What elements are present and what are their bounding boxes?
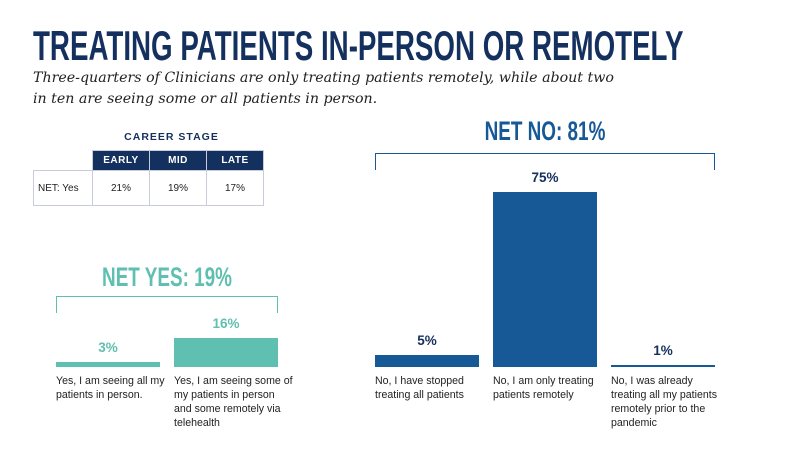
net-yes-bracket xyxy=(56,296,278,313)
net-no-value-label-1: 75% xyxy=(531,170,559,185)
net-no-bar-1 xyxy=(493,192,597,367)
net-yes-bar-0 xyxy=(56,361,160,367)
cell-early: 21% xyxy=(92,170,150,206)
net-no-bar-2 xyxy=(611,364,715,367)
net-no-bar-0 xyxy=(375,355,479,367)
net-yes-title: NET YES: 19% xyxy=(102,262,232,292)
net-yes-bar-1 xyxy=(174,338,278,367)
row-label: NET: Yes xyxy=(33,170,93,206)
column-header-mid: MID xyxy=(149,150,207,171)
net-yes-value-label-1: 16% xyxy=(212,316,240,331)
page-subtitle: Three-quarters of Clinicians are only tr… xyxy=(33,70,614,107)
net-yes-value-label-0: 3% xyxy=(98,339,118,355)
career-stage-caption: CAREER STAGE xyxy=(124,131,219,143)
net-no-value-label-2: 1% xyxy=(653,342,673,358)
net-no-title: NET NO: 81% xyxy=(484,116,606,146)
cell-late: 17% xyxy=(206,170,264,206)
cell-mid: 19% xyxy=(149,170,207,206)
net-no-category-label-1: No, I am only treating patients remotely xyxy=(493,375,594,401)
page-title: TREATING PATIENTS IN-PERSON OR REMOTELY xyxy=(33,22,684,69)
career-stage-table: EARLY MID LATE NET: Yes 21% 19% 17% xyxy=(33,150,264,206)
column-header-early: EARLY xyxy=(92,150,150,171)
net-no-category-label-0: No, I have stopped treating all patients xyxy=(375,375,464,401)
net-yes-category-label-1: Yes, I am seeing some of my patients in … xyxy=(174,375,293,429)
table-corner xyxy=(34,151,93,171)
column-header-late: LATE xyxy=(206,150,264,171)
table-header-row: EARLY MID LATE xyxy=(34,150,264,171)
net-no-bracket xyxy=(375,153,715,170)
net-yes-category-label-0: Yes, I am seeing all my patients in pers… xyxy=(56,375,165,401)
table-row: NET: Yes 21% 19% 17% xyxy=(33,170,264,206)
net-no-value-label-0: 5% xyxy=(417,333,437,349)
net-no-category-label-2: No, I was already treating all my patien… xyxy=(611,375,717,429)
